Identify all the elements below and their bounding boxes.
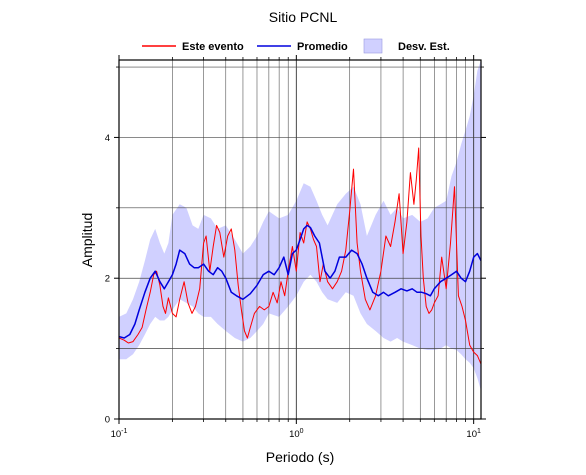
series-lines-layer [119, 147, 481, 365]
y-axis-label: Amplitud [79, 213, 95, 267]
y-tick-label: 2 [105, 274, 110, 285]
x-tick-label: 101 [466, 428, 481, 440]
std-dev-band [119, 60, 481, 391]
series-line-este-evento [119, 147, 481, 365]
legend-swatch-desv-est [363, 38, 383, 54]
legend: Este evento Promedio Desv. Est. [142, 38, 450, 54]
x-axis-label: Periodo (s) [266, 449, 334, 465]
y-tick-label: 0 [105, 415, 110, 426]
series-line-promedio [119, 224, 481, 339]
tick-layer: 0 2 4 10-1 100 101 [105, 55, 486, 440]
x-tick-label: 100 [289, 428, 304, 440]
plot-frame [118, 59, 482, 420]
chart-title: Sitio PCNL [269, 9, 338, 25]
legend-label-desv-est: Desv. Est. [398, 41, 450, 53]
legend-label-este-evento: Este evento [182, 41, 244, 53]
std-dev-band-layer [119, 60, 481, 391]
legend-label-promedio: Promedio [297, 41, 348, 53]
x-tick-label: 10-1 [111, 428, 128, 440]
y-tick-label: 4 [105, 133, 110, 144]
